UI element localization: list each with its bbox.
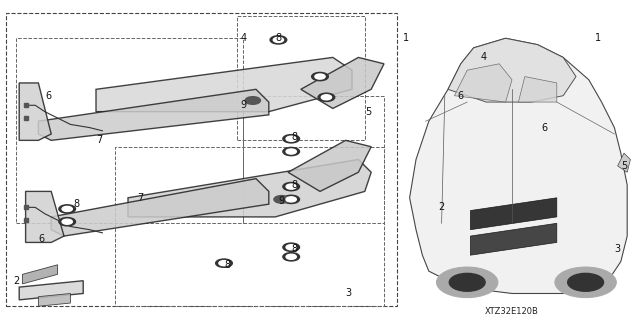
- Text: 8: 8: [275, 33, 282, 43]
- Polygon shape: [26, 191, 64, 242]
- Circle shape: [245, 97, 260, 104]
- Circle shape: [312, 72, 328, 81]
- Text: 8: 8: [291, 132, 298, 142]
- Text: 6: 6: [45, 91, 51, 101]
- Polygon shape: [96, 57, 352, 112]
- Circle shape: [283, 195, 300, 204]
- Circle shape: [449, 273, 485, 291]
- Text: 7: 7: [138, 193, 144, 203]
- Text: 2: 2: [13, 276, 19, 286]
- Text: 8: 8: [291, 244, 298, 254]
- Circle shape: [216, 259, 232, 267]
- Circle shape: [555, 267, 616, 298]
- Circle shape: [283, 243, 300, 251]
- Circle shape: [286, 197, 296, 202]
- Text: 1: 1: [403, 33, 410, 43]
- Circle shape: [59, 205, 76, 213]
- Polygon shape: [19, 83, 51, 140]
- Text: XTZ32E120B: XTZ32E120B: [485, 307, 539, 316]
- Text: 6: 6: [541, 122, 547, 133]
- Text: 5: 5: [621, 161, 627, 171]
- Polygon shape: [410, 38, 627, 293]
- Text: 5: 5: [365, 107, 371, 117]
- Polygon shape: [51, 179, 269, 236]
- Circle shape: [273, 37, 284, 42]
- Polygon shape: [38, 89, 269, 140]
- Circle shape: [59, 218, 76, 226]
- Text: 1: 1: [595, 33, 602, 43]
- Text: 9: 9: [240, 100, 246, 110]
- Text: 9: 9: [278, 196, 285, 206]
- Polygon shape: [470, 198, 557, 230]
- Circle shape: [283, 253, 300, 261]
- Text: 3: 3: [614, 244, 621, 254]
- Circle shape: [286, 184, 296, 189]
- Text: 3: 3: [346, 288, 352, 299]
- Circle shape: [270, 36, 287, 44]
- Circle shape: [286, 136, 296, 141]
- Polygon shape: [22, 265, 58, 284]
- Text: 4: 4: [240, 33, 246, 43]
- Circle shape: [274, 196, 289, 203]
- Polygon shape: [470, 223, 557, 255]
- Circle shape: [315, 74, 325, 79]
- Polygon shape: [618, 153, 630, 172]
- Polygon shape: [128, 160, 371, 217]
- Circle shape: [318, 93, 335, 101]
- Polygon shape: [518, 77, 557, 102]
- Polygon shape: [454, 64, 512, 102]
- Text: 4: 4: [480, 52, 486, 63]
- Polygon shape: [448, 38, 576, 102]
- Circle shape: [62, 219, 72, 224]
- Polygon shape: [301, 57, 384, 108]
- Circle shape: [283, 182, 300, 191]
- Circle shape: [436, 267, 498, 298]
- Text: 7: 7: [96, 135, 102, 145]
- Circle shape: [286, 254, 296, 259]
- Text: 8: 8: [224, 260, 230, 270]
- Text: 6: 6: [38, 234, 45, 244]
- Circle shape: [283, 135, 300, 143]
- Text: 2: 2: [438, 202, 445, 212]
- Circle shape: [568, 273, 604, 291]
- Circle shape: [62, 206, 72, 211]
- Circle shape: [219, 261, 229, 266]
- Polygon shape: [19, 281, 83, 300]
- Polygon shape: [288, 140, 371, 191]
- Text: 6: 6: [458, 91, 464, 101]
- Circle shape: [286, 245, 296, 250]
- Circle shape: [283, 147, 300, 156]
- Polygon shape: [38, 293, 70, 306]
- Circle shape: [286, 149, 296, 154]
- Text: 8: 8: [74, 199, 80, 209]
- Text: 8: 8: [291, 180, 298, 190]
- Circle shape: [321, 95, 332, 100]
